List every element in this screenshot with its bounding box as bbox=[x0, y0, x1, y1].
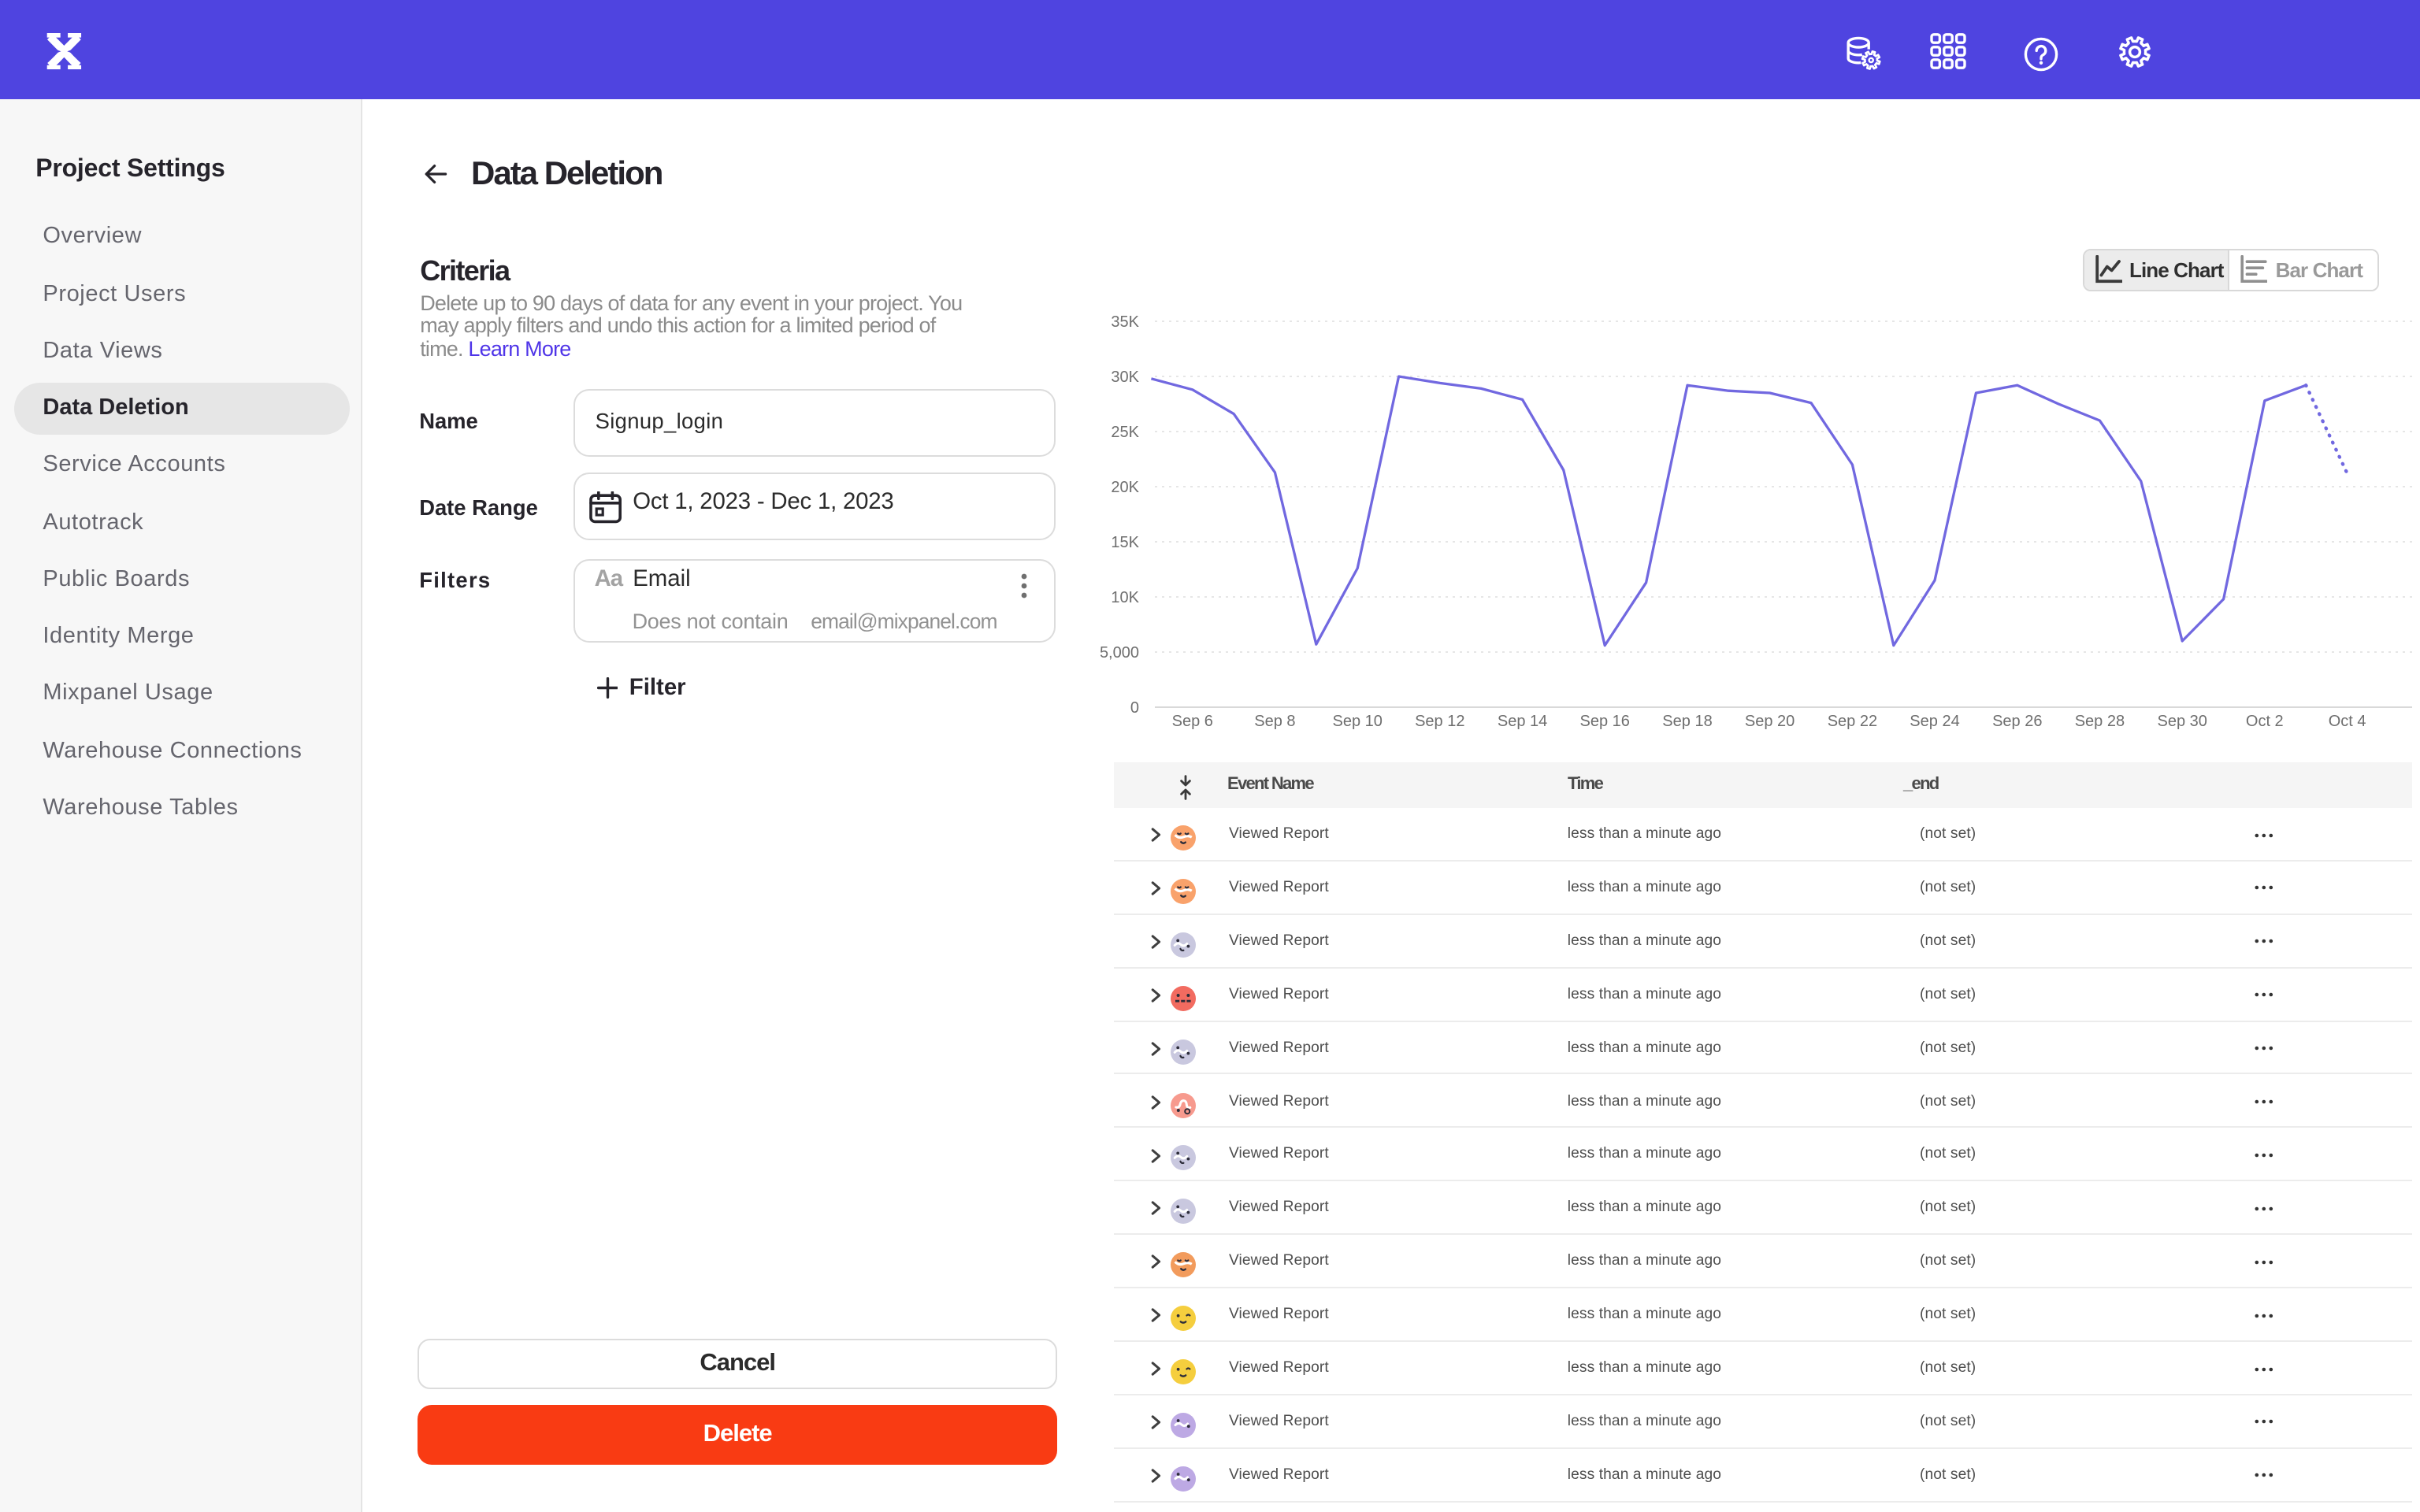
svg-text:0: 0 bbox=[1130, 699, 1139, 717]
svg-text:10K: 10K bbox=[1111, 589, 1139, 606]
svg-text:Sep 16: Sep 16 bbox=[1580, 713, 1630, 730]
svg-text:Sep 14: Sep 14 bbox=[1498, 713, 1547, 730]
svg-text:Sep 22: Sep 22 bbox=[1828, 713, 1877, 730]
svg-text:5,000: 5,000 bbox=[1100, 644, 1139, 662]
svg-text:Sep 24: Sep 24 bbox=[1910, 713, 1959, 730]
svg-text:Sep 10: Sep 10 bbox=[1333, 713, 1383, 730]
svg-text:Oct 2: Oct 2 bbox=[2246, 713, 2284, 730]
svg-text:25K: 25K bbox=[1111, 424, 1139, 441]
svg-text:30K: 30K bbox=[1111, 369, 1139, 386]
svg-text:Oct 4: Oct 4 bbox=[2329, 713, 2366, 730]
svg-text:Sep 26: Sep 26 bbox=[1992, 713, 2042, 730]
svg-text:15K: 15K bbox=[1111, 534, 1139, 551]
svg-text:Sep 20: Sep 20 bbox=[1745, 713, 1795, 730]
svg-text:35K: 35K bbox=[1111, 313, 1139, 331]
svg-text:Sep 28: Sep 28 bbox=[2075, 713, 2125, 730]
svg-text:20K: 20K bbox=[1111, 479, 1139, 496]
svg-text:Sep 6: Sep 6 bbox=[1172, 713, 1213, 730]
svg-text:Sep 30: Sep 30 bbox=[2158, 713, 2207, 730]
svg-text:Sep 8: Sep 8 bbox=[1254, 713, 1295, 730]
svg-text:Sep 18: Sep 18 bbox=[1662, 713, 1712, 730]
svg-text:Sep 12: Sep 12 bbox=[1415, 713, 1464, 730]
